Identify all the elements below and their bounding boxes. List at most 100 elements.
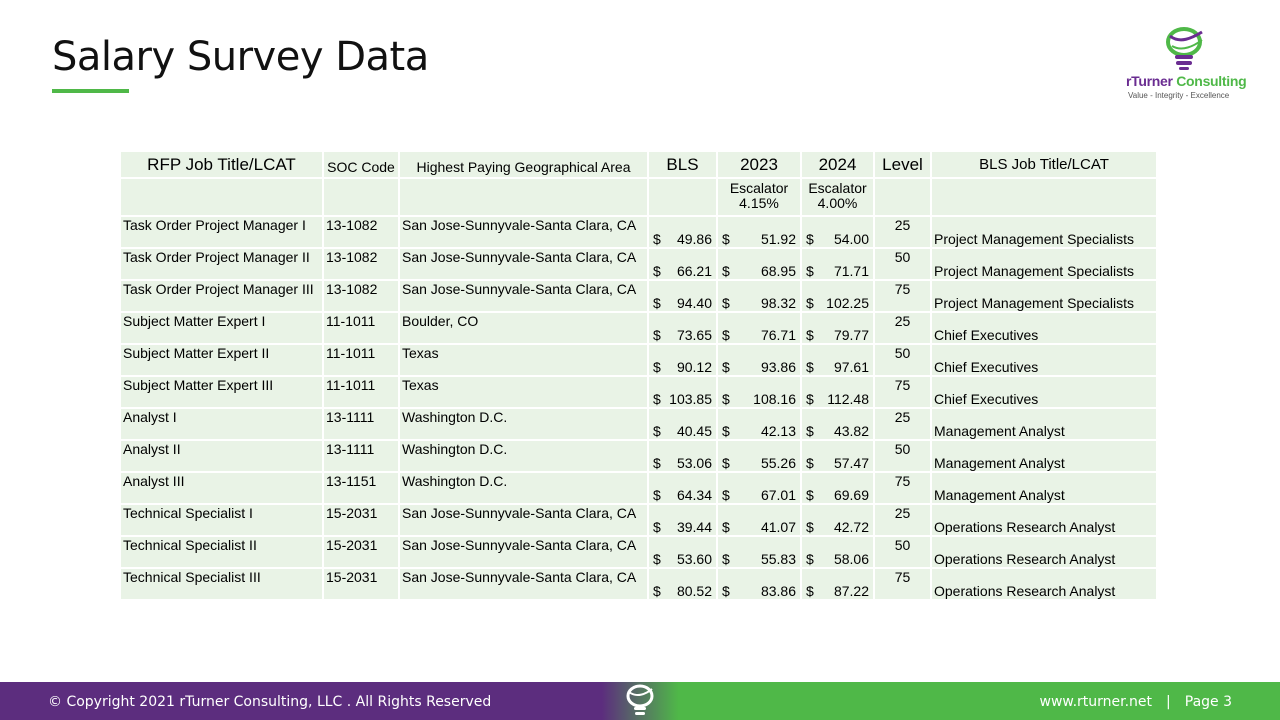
cell-2023-rate: $55.83 bbox=[716, 535, 802, 569]
currency-symbol: $ bbox=[722, 263, 730, 279]
escalator-2023-label: Escalator bbox=[729, 180, 789, 196]
table-body: Task Order Project Manager I 13-1082 San J… bbox=[119, 215, 1158, 601]
currency-symbol: $ bbox=[806, 327, 814, 343]
copyright-text: © Copyright 2021 rTurner Consulting, LLC… bbox=[48, 694, 492, 710]
cell-bls-title: Operations Research Analyst bbox=[930, 503, 1158, 537]
cell-soc-code: 13-1082 bbox=[322, 279, 400, 313]
cell-2023-rate: $98.32 bbox=[716, 279, 802, 313]
cell-geo-area: San Jose-Sunnyvale-Santa Clara, CA bbox=[398, 215, 649, 249]
cell-bls-rate: $49.86 bbox=[647, 215, 718, 249]
table-row: Analyst I 13-1111 Washington D.C. $40.45 $42… bbox=[119, 407, 1158, 441]
cell-bls-rate: $40.45 bbox=[647, 407, 718, 441]
cell-soc-code: 15-2031 bbox=[322, 535, 400, 569]
cell-2024-rate-value: 42.72 bbox=[833, 519, 869, 535]
cell-bls-title: Management Analyst bbox=[930, 439, 1158, 473]
currency-symbol: $ bbox=[653, 359, 661, 375]
cell-soc-code: 13-1111 bbox=[322, 439, 400, 473]
cell-2024-rate: $58.06 bbox=[800, 535, 875, 569]
cell-bls-rate-value: 66.21 bbox=[676, 263, 712, 279]
cell-2024-rate: $71.71 bbox=[800, 247, 875, 281]
cell-bls-rate: $53.06 bbox=[647, 439, 718, 473]
currency-symbol: $ bbox=[722, 455, 730, 471]
cell-bls-rate-value: 94.40 bbox=[676, 295, 712, 311]
currency-symbol: $ bbox=[653, 231, 661, 247]
cell-soc-code: 11-1011 bbox=[322, 343, 400, 377]
cell-bls-rate: $64.34 bbox=[647, 471, 718, 505]
cell-bls-rate-value: 53.06 bbox=[676, 455, 712, 471]
cell-2024-rate: $42.72 bbox=[800, 503, 875, 537]
cell-bls-rate: $66.21 bbox=[647, 247, 718, 281]
cell-2024-rate: $97.61 bbox=[800, 343, 875, 377]
col-header-job-title: RFP Job Title/LCAT bbox=[119, 150, 324, 179]
cell-geo-area: Boulder, CO bbox=[398, 311, 649, 345]
cell-2024-rate: $87.22 bbox=[800, 567, 875, 601]
cell-level: 50 bbox=[873, 439, 932, 473]
cell-job-title: Subject Matter Expert III bbox=[119, 375, 324, 409]
currency-symbol: $ bbox=[653, 263, 661, 279]
lightbulb-logo-icon bbox=[1166, 27, 1203, 70]
escalator-2024-value: 4.00% bbox=[817, 195, 858, 211]
currency-symbol: $ bbox=[806, 359, 814, 375]
cell-bls-rate-value: 64.34 bbox=[676, 487, 712, 503]
cell-level: 75 bbox=[873, 375, 932, 409]
cell-bls-rate-value: 39.44 bbox=[676, 519, 712, 535]
cell-geo-area: San Jose-Sunnyvale-Santa Clara, CA bbox=[398, 279, 649, 313]
cell-soc-code: 11-1011 bbox=[322, 375, 400, 409]
cell-job-title: Subject Matter Expert I bbox=[119, 311, 324, 345]
cell-soc-code: 13-1082 bbox=[322, 215, 400, 249]
cell-bls-title: Operations Research Analyst bbox=[930, 535, 1158, 569]
cell-job-title: Analyst II bbox=[119, 439, 324, 473]
cell-soc-code: 15-2031 bbox=[322, 567, 400, 601]
logo-wordmark: rTurner Consulting bbox=[1126, 73, 1247, 89]
cell-2024-rate-value: 102.25 bbox=[826, 295, 869, 311]
cell-job-title: Task Order Project Manager II bbox=[119, 247, 324, 281]
cell-2023-rate-value: 108.16 bbox=[753, 391, 796, 407]
cell-2023-rate-value: 98.32 bbox=[760, 295, 796, 311]
cell-level: 75 bbox=[873, 471, 932, 505]
currency-symbol: $ bbox=[722, 359, 730, 375]
cell-job-title: Technical Specialist II bbox=[119, 535, 324, 569]
slide-title: Salary Survey Data bbox=[52, 34, 429, 80]
currency-symbol: $ bbox=[722, 231, 730, 247]
cell-level: 75 bbox=[873, 279, 932, 313]
cell-level: 75 bbox=[873, 567, 932, 601]
cell-geo-area: San Jose-Sunnyvale-Santa Clara, CA bbox=[398, 247, 649, 281]
cell-2023-rate: $42.13 bbox=[716, 407, 802, 441]
cell-2023-rate-value: 55.26 bbox=[760, 455, 796, 471]
cell-2024-rate-value: 87.22 bbox=[833, 583, 869, 599]
currency-symbol: $ bbox=[722, 391, 730, 407]
table-row: Subject Matter Expert III 11-1011 Texas $10… bbox=[119, 375, 1158, 409]
cell-job-title: Task Order Project Manager III bbox=[119, 279, 324, 313]
currency-symbol: $ bbox=[653, 295, 661, 311]
cell-level: 25 bbox=[873, 215, 932, 249]
cell-2024-rate-value: 71.71 bbox=[833, 263, 869, 279]
table-row: Technical Specialist I 15-2031 San Jose-Su… bbox=[119, 503, 1158, 537]
cell-job-title: Technical Specialist I bbox=[119, 503, 324, 537]
cell-2024-rate-value: 112.48 bbox=[827, 391, 869, 407]
table-row: Subject Matter Expert II 11-1011 Texas $90.… bbox=[119, 343, 1158, 377]
cell-bls-title: Management Analyst bbox=[930, 471, 1158, 505]
currency-symbol: $ bbox=[806, 487, 814, 503]
cell-2023-rate-value: 68.95 bbox=[760, 263, 796, 279]
cell-2024-rate: $112.48 bbox=[800, 375, 875, 409]
currency-symbol: $ bbox=[806, 455, 814, 471]
cell-level: 25 bbox=[873, 503, 932, 537]
cell-level: 25 bbox=[873, 311, 932, 345]
cell-2024-rate-value: 57.47 bbox=[833, 455, 869, 471]
cell-2023-rate-value: 93.86 bbox=[760, 359, 796, 375]
table-header-row: RFP Job Title/LCAT SOC Code Highest Payi… bbox=[119, 150, 1158, 179]
cell-bls-title: Project Management Specialists bbox=[930, 279, 1158, 313]
escalator-2024: Escalator 4.00% bbox=[800, 177, 875, 217]
cell-bls-rate-value: 103.85 bbox=[669, 391, 712, 407]
salary-survey-table: RFP Job Title/LCAT SOC Code Highest Payi… bbox=[119, 150, 1158, 601]
cell-geo-area: San Jose-Sunnyvale-Santa Clara, CA bbox=[398, 567, 649, 601]
website-link[interactable]: www.rturner.net bbox=[1039, 694, 1153, 710]
cell-bls-title: Chief Executives bbox=[930, 343, 1158, 377]
cell-level: 50 bbox=[873, 343, 932, 377]
currency-symbol: $ bbox=[722, 423, 730, 439]
col-header-bls-title: BLS Job Title/LCAT bbox=[930, 150, 1158, 179]
cell-level: 50 bbox=[873, 535, 932, 569]
cell-geo-area: Texas bbox=[398, 375, 649, 409]
cell-2024-rate-value: 58.06 bbox=[833, 551, 869, 567]
cell-2024-rate-value: 43.82 bbox=[833, 423, 869, 439]
